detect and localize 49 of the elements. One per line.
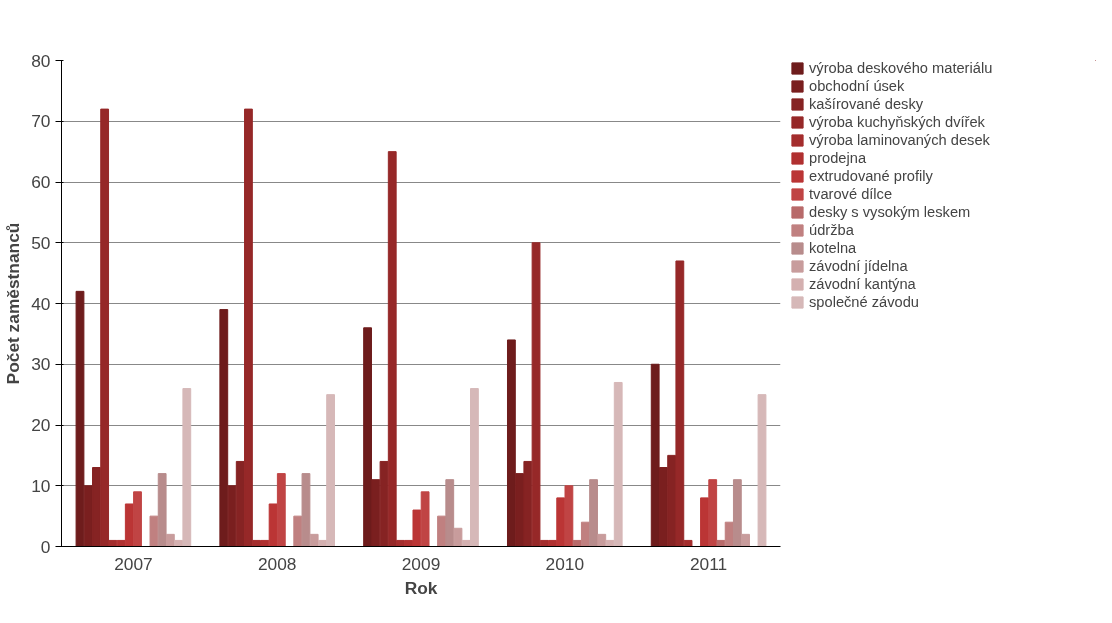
y-axis-title: Počet zaměstnanců bbox=[3, 222, 24, 385]
bar bbox=[309, 533, 319, 547]
legend-label: údržba bbox=[809, 222, 854, 238]
legend-label: tvarové dílce bbox=[809, 186, 893, 202]
legend-label: obchodní úsek bbox=[809, 78, 905, 94]
bar bbox=[165, 533, 175, 547]
x-tick-label: 2007 bbox=[114, 553, 153, 574]
bar bbox=[100, 108, 110, 547]
y-tick-label: 60 bbox=[31, 172, 51, 192]
legend-label: kotelna bbox=[809, 240, 857, 256]
x-tick-label: 2009 bbox=[401, 553, 441, 574]
legend-label: prodejna bbox=[809, 150, 867, 166]
legend-label: kašírované desky bbox=[809, 96, 924, 112]
bar bbox=[133, 491, 142, 547]
y-tick-label: 30 bbox=[31, 354, 51, 375]
bar bbox=[531, 242, 541, 547]
x-tick-label: 2010 bbox=[545, 553, 585, 574]
y-tick-label: 20 bbox=[31, 415, 51, 435]
y-tick-label: 50 bbox=[31, 232, 51, 253]
legend-label: závodní jídelna bbox=[809, 258, 908, 274]
x-tick-label: 2011 bbox=[689, 553, 728, 574]
bar bbox=[708, 479, 718, 547]
bar bbox=[276, 473, 286, 547]
bar bbox=[757, 394, 767, 547]
legend-label: výroba kuchyňských dvířek bbox=[809, 114, 985, 130]
bar bbox=[683, 539, 693, 547]
legend-label: výroba laminovaných desek bbox=[809, 132, 990, 148]
bar bbox=[597, 533, 607, 547]
legend-label: závodní kantýna bbox=[809, 276, 916, 292]
y-tick-label: 80 bbox=[31, 50, 51, 71]
bar bbox=[387, 151, 397, 547]
legend-label: společné závodu bbox=[809, 294, 920, 310]
bar bbox=[716, 539, 726, 547]
x-axis-title: Rok bbox=[404, 577, 438, 598]
legend-label: desky s vysokým leskem bbox=[809, 204, 971, 220]
bar bbox=[675, 260, 685, 547]
legend-label: extrudované profily bbox=[809, 168, 933, 184]
bar bbox=[700, 497, 709, 547]
y-tick-label: 40 bbox=[31, 293, 51, 314]
y-tick-label: 70 bbox=[31, 111, 51, 132]
bar bbox=[564, 485, 574, 547]
legend-label: výroba deskového materiálu bbox=[809, 60, 993, 76]
bar bbox=[420, 491, 430, 547]
y-tick-label: 0 bbox=[40, 536, 51, 557]
bar bbox=[741, 533, 750, 547]
bar bbox=[244, 108, 253, 547]
bar bbox=[453, 527, 463, 547]
x-tick-label: 2008 bbox=[257, 553, 297, 574]
y-tick-label: 10 bbox=[31, 475, 51, 496]
